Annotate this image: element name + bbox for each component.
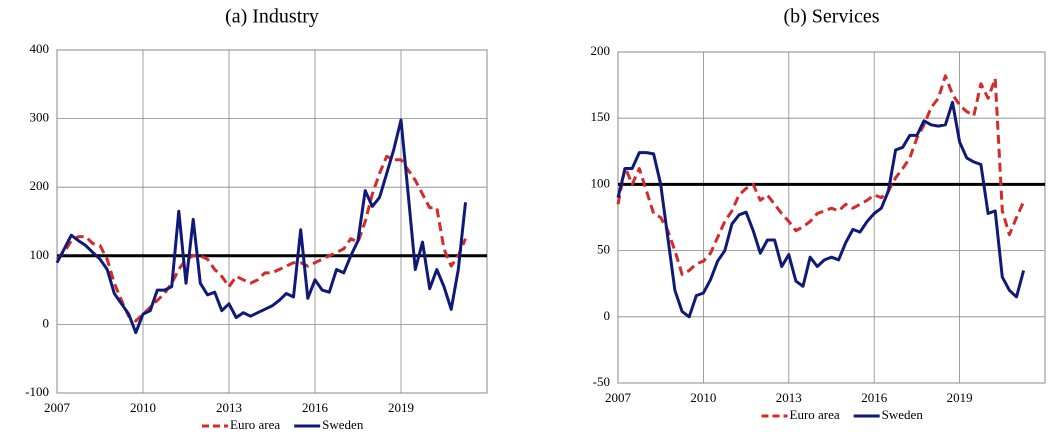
x-tick-label: 2007 (44, 400, 71, 415)
x-tick-label: 2013 (216, 400, 242, 415)
legend-label: Sweden (322, 417, 364, 432)
y-tick-label: 0 (43, 315, 50, 330)
x-tick-label: 2010 (130, 400, 156, 415)
y-tick-label: 100 (30, 247, 50, 262)
data-line (55, 118, 467, 335)
data-line (616, 74, 1025, 276)
y-tick-label: 150 (591, 109, 611, 124)
legend-label: Euro area (230, 417, 280, 432)
x-tick-label: 2019 (388, 400, 414, 415)
chart-title: (b) Services (783, 6, 879, 28)
chart: (b) Services -50 0 50 100 150 200 2007 2010 2013 2… (591, 6, 1046, 422)
data-line (616, 100, 1026, 319)
legend-label: Sweden (882, 407, 924, 422)
y-tick-label: 200 (30, 178, 50, 193)
y-tick-label: 0 (604, 308, 611, 323)
x-tick-label: 2019 (947, 390, 973, 405)
y-tick-label: 300 (30, 110, 50, 125)
y-tick-label: 400 (30, 41, 50, 56)
x-tick-label: 2007 (605, 390, 632, 405)
y-tick-label: 100 (591, 175, 611, 190)
x-tick-label: 2016 (302, 400, 329, 415)
chart: (a) Industry -100 0 100 200 300 400 2007 2010 201… (25, 6, 488, 432)
y-tick-label: 200 (591, 43, 611, 58)
legend-label: Euro area (790, 407, 840, 422)
x-tick-label: 2010 (690, 390, 716, 405)
x-tick-label: 2016 (861, 390, 888, 405)
plot-frame (617, 51, 1046, 384)
chart-title: (a) Industry (225, 6, 319, 28)
y-tick-label: 50 (597, 242, 610, 257)
y-tick-label: -50 (593, 374, 610, 389)
x-tick-label: 2013 (776, 390, 802, 405)
y-tick-label: -100 (25, 384, 49, 399)
plot-frame (56, 49, 488, 394)
data-line (55, 154, 467, 323)
